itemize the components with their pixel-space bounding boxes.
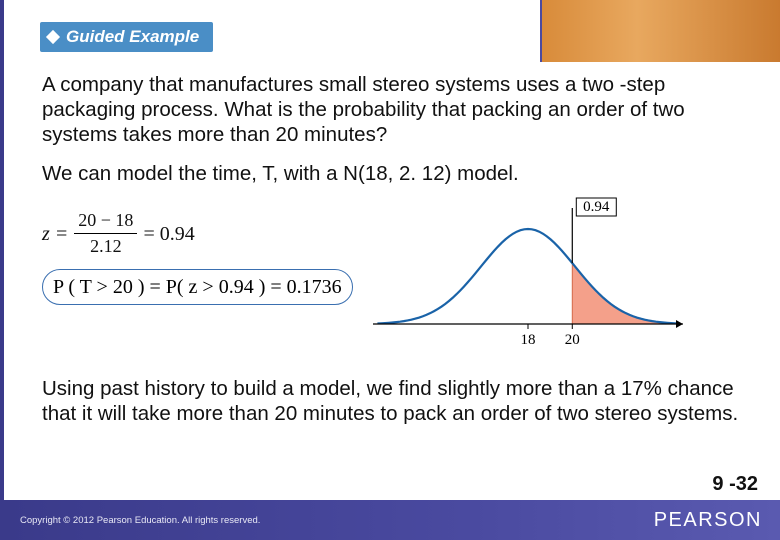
p-equation: P ( T > 20 ) = P( z > 0.94 ) = 0.1736 — [42, 269, 353, 305]
normal-curve-svg: 0.94 18 20 — [363, 196, 693, 356]
decorative-top-band — [540, 0, 780, 62]
page-number: 9 -32 — [712, 473, 758, 496]
z-numerator: 20 − 18 — [74, 208, 137, 234]
z-fraction: 20 − 18 2.12 — [74, 208, 137, 259]
work-row: z = 20 − 18 2.12 = 0.94 P ( T > 20 ) = P… — [42, 196, 750, 362]
svg-text:18: 18 — [520, 332, 535, 348]
slide-content: A company that manufactures small stereo… — [42, 72, 750, 426]
normal-curve-figure: 0.94 18 20 — [363, 196, 693, 362]
model-line: We can model the time, T, with a N(18, 2… — [42, 161, 750, 186]
brand-logo: PEARSON — [654, 509, 780, 532]
copyright-text: Copyright © 2012 Pearson Education. All … — [4, 515, 654, 526]
svg-text:0.94: 0.94 — [583, 199, 610, 215]
z-equation: z = 20 − 18 2.12 = 0.94 — [42, 208, 353, 259]
badge-label: Guided Example — [66, 27, 199, 46]
footer-bar: Copyright © 2012 Pearson Education. All … — [4, 500, 780, 540]
conclusion-text: Using past history to build a model, we … — [42, 376, 750, 426]
z-lhs: z = — [42, 220, 68, 248]
z-denominator: 2.12 — [74, 234, 137, 259]
svg-text:20: 20 — [564, 332, 579, 348]
question-text: A company that manufactures small stereo… — [42, 72, 750, 147]
z-rhs: = 0.94 — [143, 220, 194, 248]
math-block: z = 20 − 18 2.12 = 0.94 P ( T > 20 ) = P… — [42, 196, 353, 305]
guided-example-badge: Guided Example — [40, 22, 213, 52]
